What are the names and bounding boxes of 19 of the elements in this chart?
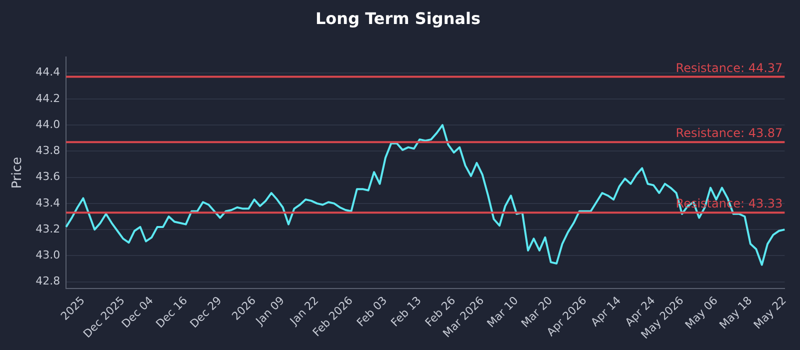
y-tick-label: 43.6 — [36, 170, 60, 184]
ref-line-label: Resistance: 43.87 — [676, 126, 783, 140]
y-tick-label: 43.4 — [36, 196, 60, 210]
y-tick-label: 43.8 — [36, 144, 60, 158]
x-tick-label: Mar 10 — [484, 294, 521, 330]
y-tick-label: 44.2 — [36, 92, 60, 105]
y-tick-label: 44.0 — [36, 118, 60, 131]
y-tick-label: 44.4 — [36, 66, 60, 79]
x-tick-label: Dec 16 — [153, 294, 190, 331]
y-tick-label: 42.8 — [36, 274, 60, 288]
ref-line-label: Resistance: 44.37 — [676, 60, 783, 75]
y-axis-title: Price — [10, 156, 26, 189]
x-tick-label: Dec 29 — [188, 294, 224, 331]
x-tick-label: Feb 03 — [354, 294, 390, 330]
x-tick-label: Feb 13 — [388, 294, 424, 330]
y-tick-label: 43.0 — [36, 248, 60, 262]
chart-title: Long Term Signals — [315, 8, 481, 28]
x-tick-label: Apr 14 — [588, 294, 624, 329]
y-tick-label: 43.2 — [36, 222, 60, 236]
